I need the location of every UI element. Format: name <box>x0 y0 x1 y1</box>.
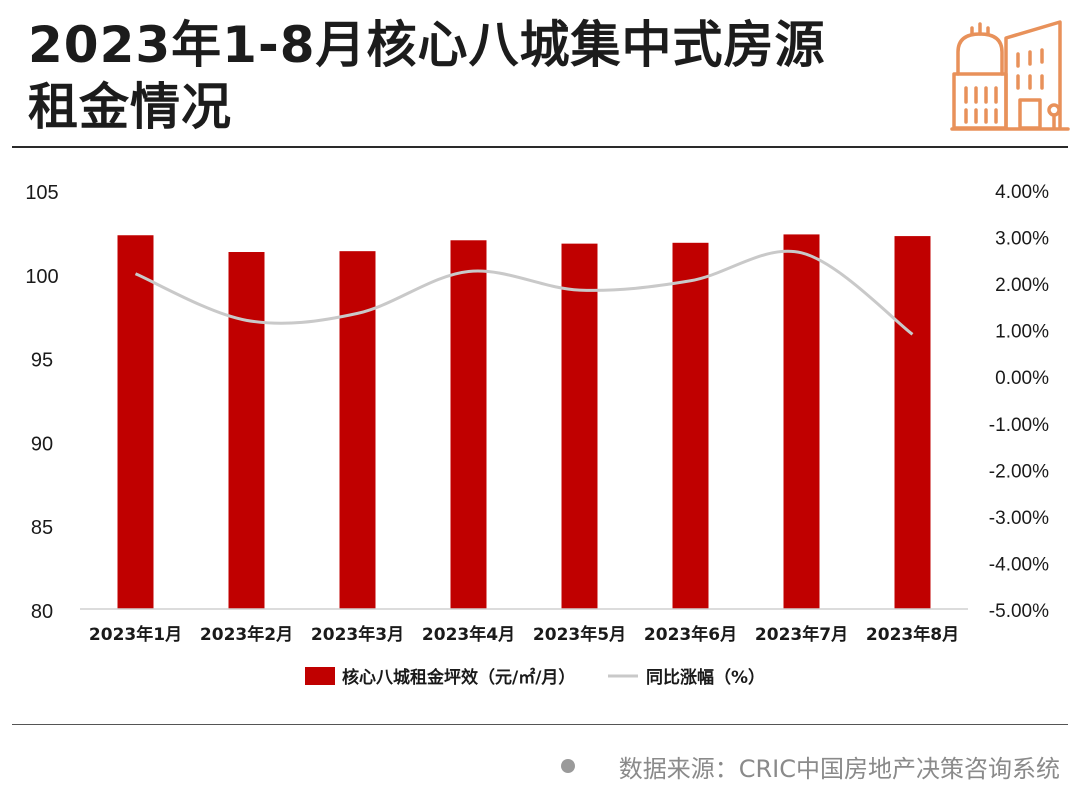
x-tick-label: 2023年2月 <box>200 624 293 645</box>
bar <box>894 236 931 609</box>
legend-swatch-bar <box>305 667 335 685</box>
footer-divider <box>12 724 1068 725</box>
bar <box>783 234 820 609</box>
y-right-tick-label: 0.00% <box>995 368 1049 389</box>
series-line <box>134 249 914 336</box>
bar <box>339 251 376 609</box>
title-line-2: 租金情况 <box>28 78 232 136</box>
x-tick-label: 2023年4月 <box>422 624 515 645</box>
chart-area: 80 85 90 95 100 105 -5.00% -4.00% -3.00% -2.00% -1… <box>25 182 1049 688</box>
x-tick-label: 2023年6月 <box>644 624 737 645</box>
y-left-tick-label: 105 <box>25 182 58 204</box>
bar <box>561 243 598 609</box>
legend-label-line: 同比涨幅（%） <box>646 667 765 688</box>
building-icon <box>950 20 1070 131</box>
y-left-tick-label: 100 <box>25 266 58 288</box>
y-left-tick-label: 90 <box>31 433 53 455</box>
x-tick-label: 2023年8月 <box>866 624 959 645</box>
bar <box>117 235 154 609</box>
x-tick-label: 2023年7月 <box>755 624 848 645</box>
y-right-tick-label: -3.00% <box>989 508 1049 529</box>
y-right-tick-label: 3.00% <box>995 229 1049 250</box>
y-right-tick-label: 2.00% <box>995 275 1049 296</box>
title-line-1: 2023年1-8月核心八城集中式房源 <box>28 16 826 74</box>
title-divider <box>12 146 1068 148</box>
source-note: 数据来源：CRIC中国房地产决策咨询系统 <box>0 748 1060 784</box>
x-tick-label: 2023年5月 <box>533 624 626 645</box>
bullet-icon <box>560 759 575 773</box>
y-left-tick-label: 95 <box>31 350 53 372</box>
y-left-tick-label: 85 <box>31 517 53 539</box>
legend-label-bar: 核心八城租金坪效（元/㎡/月） <box>342 667 575 688</box>
y-right-tick-label: -4.00% <box>989 554 1049 575</box>
y-right-tick-label: -5.00% <box>989 601 1049 622</box>
source-text: 数据来源：CRIC中国房地产决策咨询系统 <box>618 754 1060 783</box>
y-left-tick-label: 80 <box>31 601 53 623</box>
y-right-tick-label: -2.00% <box>989 461 1049 482</box>
y-right-tick-label: 4.00% <box>995 182 1049 203</box>
y-right-tick-label: -1.00% <box>989 415 1049 436</box>
chart-title: 2023年1-8月核心八城集中式房源 租金情况 <box>28 14 928 138</box>
bar <box>450 240 487 609</box>
x-tick-label: 2023年3月 <box>311 624 404 645</box>
bar <box>228 252 265 609</box>
y-right-tick-label: 1.00% <box>995 322 1049 343</box>
x-tick-label: 2023年1月 <box>89 624 182 645</box>
bar <box>672 242 709 609</box>
